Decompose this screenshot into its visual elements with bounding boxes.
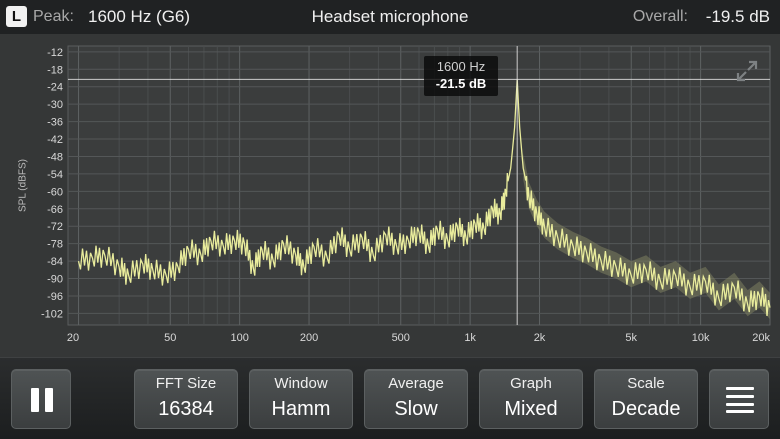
overall-label: Overall:	[632, 8, 688, 25]
graph-value: Mixed	[504, 398, 558, 420]
pause-icon	[31, 388, 53, 412]
window-value: Hamm	[271, 398, 331, 420]
y-tick-labels: -12 -18 -24 -30 -36 -42 -48 -54 -60 -66 -72 -78 -84 -…	[41, 47, 63, 321]
x-tick-labels: 20 50 100 200 500 1k 2k 5k 10k 20k	[67, 332, 771, 344]
scale-label: Scale	[627, 375, 665, 392]
cursor-readout: 1600 Hz -21.5 dB	[424, 56, 498, 96]
scale-value: Decade	[611, 398, 681, 420]
average-button[interactable]: Average Slow	[364, 369, 468, 429]
y-tick-label: -60	[47, 186, 63, 198]
cursor-frequency: 1600 Hz	[436, 59, 486, 74]
graph-label: Graph	[510, 375, 552, 392]
peak-cursor	[68, 46, 770, 325]
y-tick-label: -24	[47, 82, 63, 94]
graph-button[interactable]: Graph Mixed	[479, 369, 583, 429]
fft-size-value: 16384	[158, 398, 214, 420]
fft-size-label: FFT Size	[155, 375, 217, 392]
spectrum-chart[interactable]: -12 -18 -24 -30 -36 -42 -48 -54 -60 -66 -72 -78 -84 -…	[0, 34, 780, 357]
window-label: Window	[274, 375, 328, 392]
average-label: Average	[388, 375, 444, 392]
hamburger-menu-icon	[726, 387, 754, 413]
window-button[interactable]: Window Hamm	[249, 369, 353, 429]
x-tick-label: 2k	[534, 332, 546, 344]
spectrum-series	[77, 79, 771, 320]
y-tick-label: -96	[47, 291, 63, 303]
x-tick-label: 20	[67, 332, 79, 344]
x-tick-label: 200	[300, 332, 318, 344]
x-tick-label: 100	[230, 332, 248, 344]
average-value: Slow	[394, 398, 438, 420]
menu-button[interactable]	[709, 369, 769, 429]
y-axis-title: SPL (dBFS)	[17, 159, 29, 212]
y-tick-label: -54	[47, 169, 63, 181]
y-tick-label: -72	[47, 221, 63, 233]
cursor-level: -21.5 dB	[435, 76, 487, 91]
y-tick-label: -30	[47, 99, 63, 111]
pause-button[interactable]	[11, 369, 71, 429]
input-device-title: Headset microphone	[311, 7, 469, 26]
x-tick-label: 20k	[752, 332, 770, 344]
x-tick-label: 5k	[625, 332, 637, 344]
spectrum-average-band	[523, 153, 770, 320]
y-tick-label: -84	[47, 256, 63, 268]
scale-button[interactable]: Scale Decade	[594, 369, 698, 429]
header-bar: L Peak: 1600 Hz (G6) Headset microphone …	[0, 0, 780, 34]
y-tick-label: -48	[47, 151, 63, 163]
y-tick-label: -12	[47, 47, 63, 59]
y-tick-label: -36	[47, 117, 63, 129]
peak-label: Peak:	[33, 8, 74, 25]
bottom-toolbar: FFT Size 16384 Window Hamm Average Slow …	[0, 357, 780, 439]
y-tick-label: -18	[47, 64, 63, 76]
y-tick-label: -90	[47, 274, 63, 286]
channel-badge[interactable]: L	[6, 6, 27, 27]
peak-value: 1600 Hz (G6)	[88, 7, 191, 26]
x-tick-label: 10k	[692, 332, 710, 344]
y-tick-label: -102	[41, 308, 63, 320]
expand-icon[interactable]	[736, 60, 758, 82]
y-tick-label: -78	[47, 239, 63, 251]
spectrum-line	[77, 79, 771, 316]
x-tick-label: 50	[164, 332, 176, 344]
fft-size-button[interactable]: FFT Size 16384	[134, 369, 238, 429]
x-tick-label: 1k	[464, 332, 476, 344]
y-tick-label: -42	[47, 134, 63, 146]
overall-value: -19.5 dB	[705, 7, 770, 26]
x-tick-label: 500	[392, 332, 410, 344]
y-tick-label: -66	[47, 204, 63, 216]
